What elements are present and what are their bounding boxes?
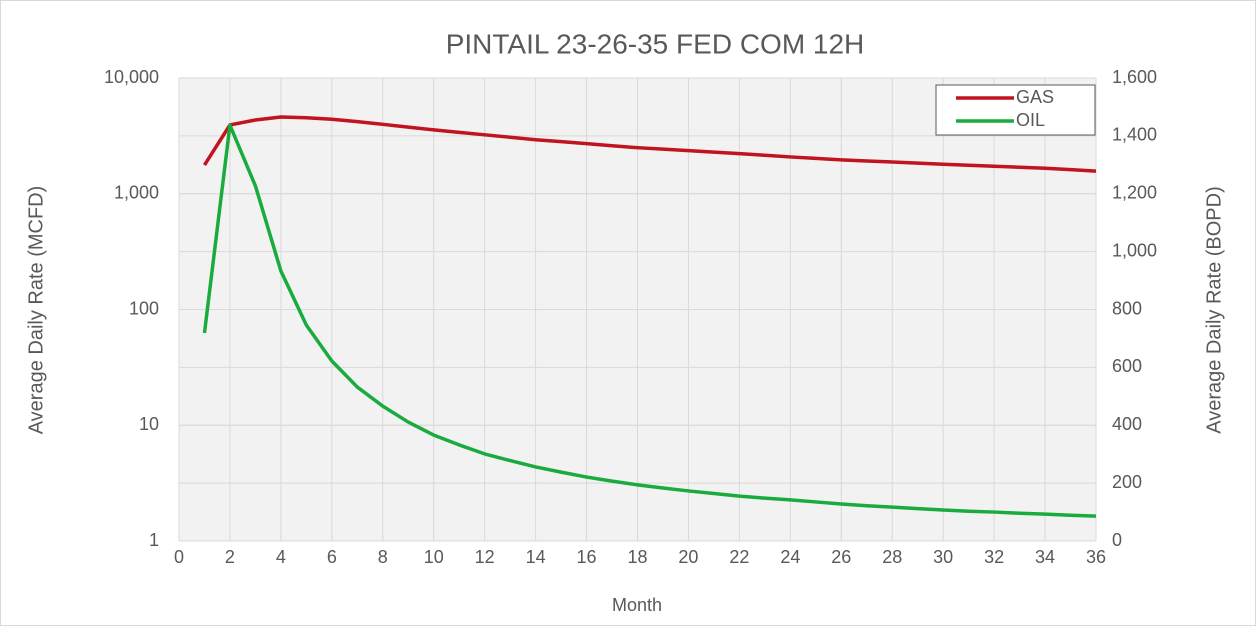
x-tick-label: 8 <box>378 547 388 567</box>
y2-tick-label: 800 <box>1112 298 1142 318</box>
y2-tick-label: 1,200 <box>1112 183 1157 203</box>
legend-box <box>935 84 1096 136</box>
x-tick-label: 36 <box>1086 547 1106 567</box>
y2-tick-label: 0 <box>1112 530 1122 550</box>
x-tick-label: 18 <box>627 547 647 567</box>
x-axis-label: Month <box>612 595 662 615</box>
y-tick-label: 1,000 <box>114 183 159 203</box>
y2-tick-label: 1,600 <box>1112 67 1157 87</box>
y-tick-label: 1 <box>149 530 159 550</box>
y-axis-label: Average Daily Rate (MCFD) <box>25 186 47 435</box>
x-tick-label: 12 <box>475 547 495 567</box>
y2-tick-label: 600 <box>1112 356 1142 376</box>
chart-title: PINTAIL 23-26-35 FED COM 12H <box>446 28 865 59</box>
y2-tick-label: 1,400 <box>1112 125 1157 145</box>
x-tick-label: 30 <box>933 547 953 567</box>
legend-label: OIL <box>1016 110 1045 130</box>
y2-tick-label: 200 <box>1112 472 1142 492</box>
x-tick-label: 6 <box>327 547 337 567</box>
x-tick-label: 26 <box>831 547 851 567</box>
x-tick-label: 10 <box>424 547 444 567</box>
y-tick-label: 100 <box>129 298 159 318</box>
y2-axis-label: Average Daily Rate (BOPD) <box>1203 186 1225 434</box>
series-line <box>202 123 1097 518</box>
x-tick-label: 16 <box>577 547 597 567</box>
x-tick-label: 34 <box>1035 547 1055 567</box>
x-tick-label: 24 <box>780 547 800 567</box>
x-tick-label: 28 <box>882 547 902 567</box>
x-tick-label: 2 <box>225 547 235 567</box>
x-tick-label: 20 <box>678 547 698 567</box>
y-tick-label: 10 <box>139 414 159 434</box>
y2-tick-label: 400 <box>1112 414 1142 434</box>
x-tick-label: 14 <box>526 547 546 567</box>
y2-tick-label: 1,000 <box>1112 240 1157 260</box>
series-line <box>202 115 1097 173</box>
x-tick-label: 32 <box>984 547 1004 567</box>
x-tick-label: 22 <box>729 547 749 567</box>
x-tick-label: 0 <box>174 547 184 567</box>
legend-label: GAS <box>1016 87 1054 107</box>
x-tick-label: 4 <box>276 547 286 567</box>
y-tick-label: 10,000 <box>104 67 159 87</box>
